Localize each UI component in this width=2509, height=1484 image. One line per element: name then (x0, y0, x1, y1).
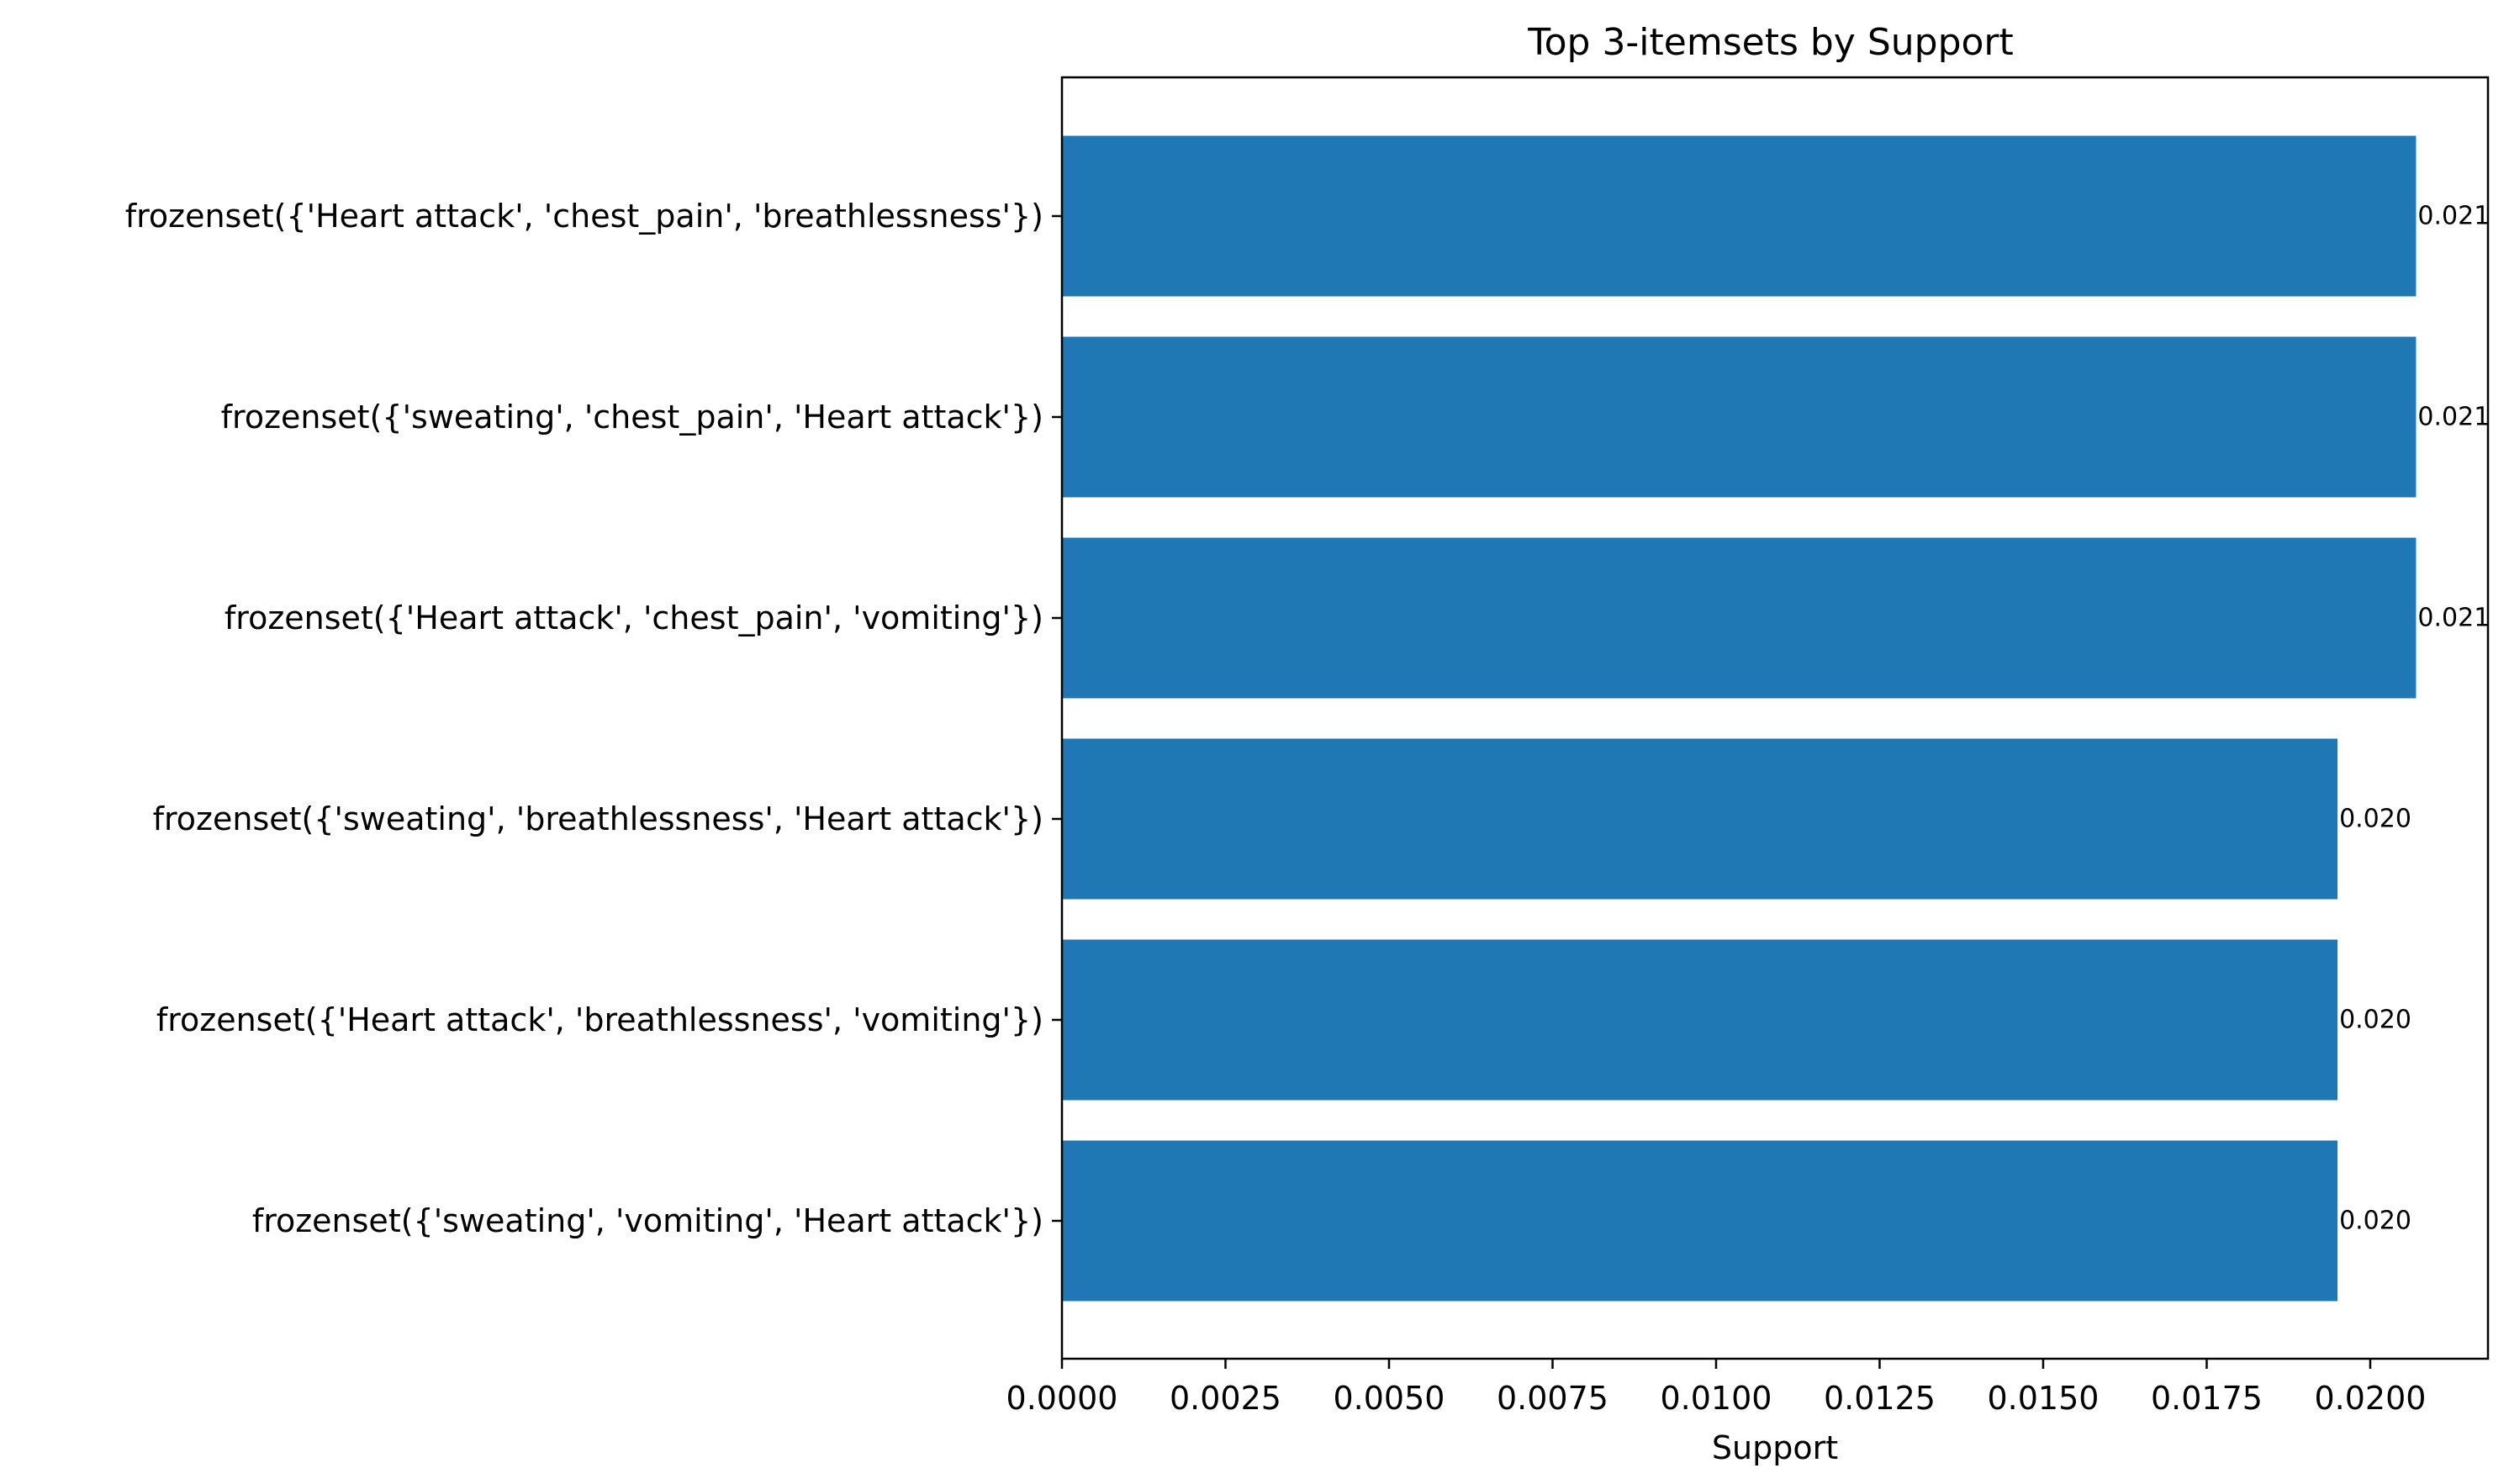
bar (1062, 1140, 2338, 1302)
data-label: 0.020 (2339, 1207, 2411, 1236)
category-label: frozenset({'sweating', 'chest_pain', 'He… (221, 399, 1043, 436)
bar (1062, 537, 2417, 699)
x-axis-ticks-group: 0.0000 0.0025 0.0050 0.0075 0.0100 0.0125 0.01… (1006, 1359, 2426, 1417)
category-label: frozenset({'Heart attack', 'breathlessne… (156, 1001, 1043, 1038)
data-label: 0.021 (2417, 604, 2490, 633)
bar (1062, 135, 2417, 297)
category-label: frozenset({'sweating', 'vomiting', 'Hear… (252, 1202, 1043, 1239)
x-tick-label: 0.0175 (2151, 1380, 2263, 1417)
category-label: frozenset({'Heart attack', 'chest_pain',… (125, 198, 1043, 235)
x-tick-label: 0.0200 (2314, 1380, 2426, 1417)
chart-title: Top 3-itemsets by Support (1527, 21, 2014, 64)
x-tick-label: 0.0000 (1006, 1380, 1118, 1417)
bar (1062, 738, 2338, 900)
data-label: 0.020 (2339, 1006, 2411, 1035)
x-tick-label: 0.0100 (1660, 1380, 1772, 1417)
x-tick-label: 0.0050 (1334, 1380, 1445, 1417)
bars-group (1062, 135, 2417, 1302)
data-label: 0.021 (2417, 202, 2490, 231)
x-axis-label: Support (1712, 1429, 1838, 1466)
plot-frame (1060, 76, 2490, 1360)
category-label: frozenset({'Heart attack', 'chest_pain',… (224, 599, 1043, 636)
category-label: frozenset({'sweating', 'breathlessness',… (153, 800, 1043, 837)
bar (1062, 939, 2338, 1101)
x-tick-label: 0.0150 (1987, 1380, 2099, 1417)
value-labels-group: 0.021 0.021 0.021 0.020 0.020 0.020 (2339, 202, 2490, 1236)
x-tick-label: 0.0075 (1497, 1380, 1608, 1417)
category-labels-group: frozenset({'Heart attack', 'chest_pain',… (125, 198, 1062, 1239)
x-tick-label: 0.0025 (1170, 1380, 1281, 1417)
data-label: 0.021 (2417, 403, 2490, 432)
x-tick-label: 0.0125 (1824, 1380, 1936, 1417)
bar (1062, 336, 2417, 498)
data-label: 0.020 (2339, 805, 2411, 834)
